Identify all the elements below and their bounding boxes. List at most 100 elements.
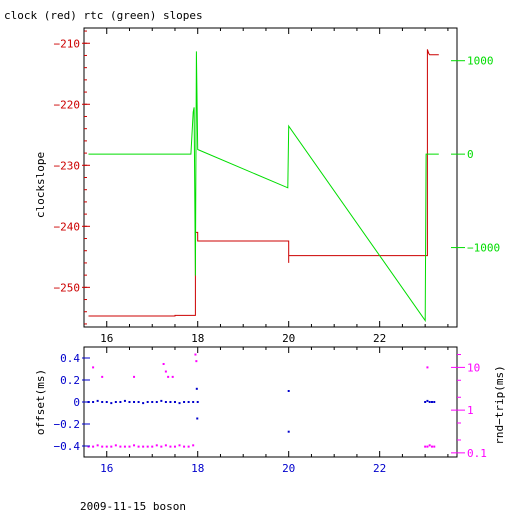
rndtrip-point [119, 445, 122, 448]
slopes-y-label: clockslope [34, 152, 47, 218]
rndtrip-point [146, 445, 149, 448]
slopes-x-axis: 16 18 20 22 [83, 28, 449, 345]
clockslope-axis: −250 −240 −230 −220 −210 [54, 30, 90, 325]
offset-point [110, 402, 113, 405]
plot-frame [83, 27, 458, 328]
offset-point [160, 399, 163, 402]
rndtrip-point [195, 360, 198, 363]
rndtrip-point [96, 444, 99, 447]
offset-y-label: offset(ms) [34, 369, 47, 435]
rndtrip-point [160, 445, 163, 448]
rndtrip-point [428, 444, 431, 447]
offset-point [101, 401, 104, 403]
rndtrip-point [424, 445, 427, 448]
rndtrip-point [426, 445, 429, 448]
rndtrip-point [101, 375, 104, 378]
offset-point [178, 402, 181, 405]
rndtrip-point [173, 445, 176, 448]
rndtrip-point [187, 445, 190, 448]
footer-caption: 2009-11-15 boson [80, 500, 186, 512]
rndtrip-point [92, 366, 95, 369]
rtc-slope-line [88, 51, 439, 323]
rndtrip-point [178, 444, 181, 447]
rndtrip-axis: 0.1 1 10 [451, 354, 487, 460]
offset-point [164, 401, 167, 403]
rndtrip-point [155, 444, 158, 447]
rndtrip-point [430, 445, 433, 448]
x-tick-label: 22 [373, 332, 386, 345]
chart-title: clock (red) rtc (green) slopes [4, 9, 203, 22]
offset-point [196, 417, 199, 420]
offset-point [287, 430, 290, 433]
left-tick-label: 0 [73, 396, 80, 409]
right-tick-label: 0 [467, 148, 474, 161]
offset-point [137, 401, 140, 403]
offset-point [426, 399, 429, 402]
offset-point [128, 401, 131, 403]
offset-point [183, 401, 186, 403]
left-tick-label: −210 [54, 37, 81, 50]
offset-point [173, 401, 176, 403]
rndtrip-point [151, 445, 154, 448]
offset-point [105, 401, 108, 403]
x-tick-label: 18 [191, 462, 204, 475]
offset-point [96, 399, 99, 402]
rndtrip-point [137, 445, 140, 448]
x-tick-label: 20 [282, 462, 295, 475]
offset-point [192, 401, 195, 403]
rndtrip-y-label: rnd−trip(ms) [493, 365, 506, 444]
rndtrip-point [192, 444, 195, 447]
rndtrip-point [194, 353, 197, 356]
rtc-slope-axis: −1000 0 1000 [451, 55, 500, 255]
offset-panel: −0.4 −0.2 0 0.2 0.4 0.1 1 10 16 18 20 22 offset(m… [34, 346, 506, 475]
rndtrip-point [123, 445, 126, 448]
offset-point [92, 401, 95, 403]
offset-point [133, 401, 136, 403]
offset-point [287, 390, 290, 392]
right-tick-label: 10 [467, 361, 480, 374]
offset-point [433, 401, 436, 403]
offset-point [428, 401, 431, 403]
right-tick-label: −1000 [467, 242, 500, 255]
offset-point [155, 401, 158, 403]
rndtrip-point [167, 375, 170, 378]
rndtrip-point [133, 375, 136, 378]
rndtrip-point [133, 444, 136, 447]
rndtrip-point [162, 363, 165, 366]
rndtrip-point [101, 445, 104, 448]
rndtrip-point [433, 445, 436, 448]
left-tick-label: −240 [54, 220, 81, 233]
offset-point [196, 401, 199, 403]
rndtrip-point [171, 375, 174, 378]
rndtrip-point [142, 445, 145, 448]
right-tick-label: 1 [467, 404, 474, 417]
offset-point [430, 401, 433, 403]
offset-point [424, 401, 427, 403]
rndtrip-point [164, 370, 167, 373]
rndtrip-point [183, 445, 186, 448]
offset-point [146, 401, 149, 403]
slopes-plot-area [83, 27, 458, 328]
offset-point [195, 387, 198, 390]
left-tick-label: 0.2 [60, 374, 80, 387]
left-tick-label: −0.4 [54, 440, 81, 453]
right-tick-label: 0.1 [467, 447, 487, 460]
offset-point [114, 401, 117, 403]
rndtrip-point [105, 445, 108, 448]
offset-point [142, 402, 145, 405]
clock-slope-line [88, 49, 439, 317]
rndtrip-point [92, 445, 95, 448]
x-tick-label: 16 [100, 332, 113, 345]
plot-frame [83, 346, 458, 458]
rndtrip-point [169, 445, 172, 448]
left-tick-label: −220 [54, 98, 81, 111]
offset-axis: −0.4 −0.2 0 0.2 0.4 [54, 352, 90, 453]
rndtrip-point [114, 444, 117, 447]
left-tick-label: −230 [54, 159, 81, 172]
slopes-panel: −250 −240 −230 −220 −210 −1000 0 1000 16 18 20 22… [34, 27, 500, 345]
left-tick-label: −250 [54, 281, 81, 294]
rndtrip-point [110, 445, 113, 448]
x-tick-label: 22 [373, 462, 386, 475]
right-tick-label: 1000 [467, 55, 494, 68]
